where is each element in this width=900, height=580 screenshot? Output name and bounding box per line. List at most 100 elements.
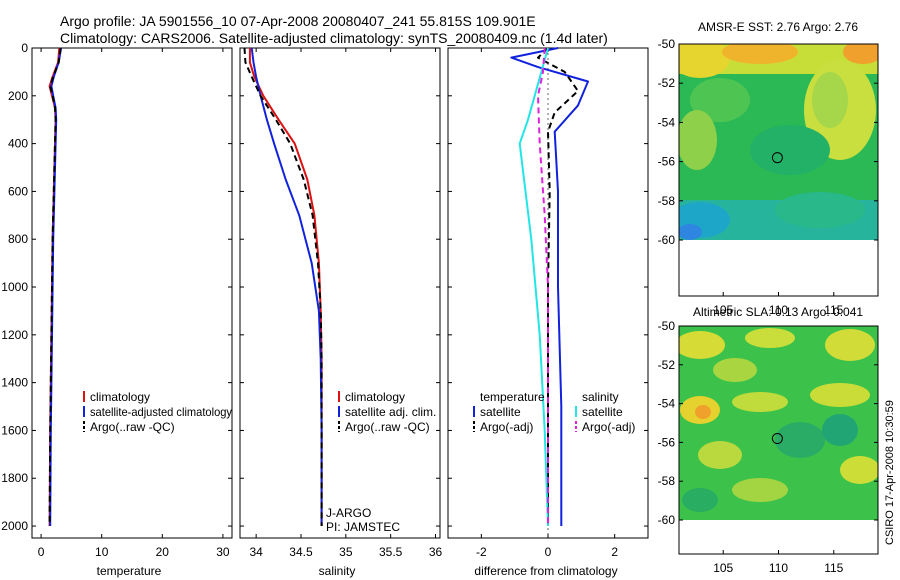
x-tick-label: 0 [545, 545, 552, 559]
sst-cold-patch [679, 224, 702, 240]
sst-map-field [679, 44, 878, 240]
map-y-tick-label: -50 [658, 37, 676, 51]
depth-tick-label: 800 [8, 232, 28, 246]
map-x-tick-label: 110 [769, 303, 788, 317]
annotation-pi-jamstec: PI: JAMSTEC [326, 520, 400, 534]
legend-label-sal-satellite: satellite [582, 405, 623, 419]
annotation-j-argo: J-ARGO [326, 506, 371, 520]
depth-tick-label: 2000 [1, 519, 28, 533]
timestamp-stamp: CSIRO 17-Apr-2008 10:30:59 [884, 400, 896, 545]
x-tick-label: -2 [476, 545, 487, 559]
legend-label-argo: Argo(..raw -QC) [90, 420, 175, 434]
x-tick-label: 2 [611, 545, 618, 559]
sla-positive-patch [745, 328, 795, 348]
legend-label-climatology: climatology [345, 390, 405, 404]
map-x-tick-label: 105 [713, 561, 733, 575]
sla-map-field [679, 326, 878, 520]
legend-label-argo: Argo(..raw -QC) [345, 420, 430, 434]
sst-warm-patch [679, 44, 730, 78]
salinity-x-label: salinity [319, 564, 356, 578]
x-tick-label: 34.5 [289, 545, 313, 559]
map-y-tick-label: -56 [658, 435, 676, 449]
salinity-panel-frame [239, 47, 441, 539]
depth-tick-label: 600 [8, 184, 28, 198]
legend-label-temp-satellite: satellite [480, 405, 521, 419]
map-x-tick-label: 115 [824, 561, 843, 575]
sla-map-axes: -50 -52 -54 -56 -58 -60 105 110 115 [658, 319, 878, 575]
map-y-tick-label: -54 [658, 397, 676, 411]
depth-tick-label: 0 [21, 41, 28, 55]
sla-negative-patch [682, 488, 718, 512]
map-y-tick-label: -52 [658, 76, 676, 90]
series-line-salinity-satellite [518, 47, 549, 527]
map-y-tick-label: -60 [658, 233, 676, 247]
salinity-legend: climatology satellite adj. clim. Argo(..… [326, 390, 436, 534]
difference-plot: -2 0 2 [448, 47, 648, 559]
temperature-panel-frame [31, 47, 233, 539]
sst-map-axes: -50 -52 -54 -56 -58 -60 105 110 115 [658, 37, 878, 317]
x-tick-label: 0 [38, 545, 45, 559]
difference-x-label: difference from climatology [474, 564, 617, 578]
map-y-tick-label: -50 [658, 319, 676, 333]
depth-tick-label: 1400 [1, 376, 28, 390]
legend-heading-salinity: salinity [582, 390, 619, 404]
sla-positive-patch [810, 383, 870, 407]
sla-negative-patch [822, 414, 858, 446]
series-line-argo-raw-qc- [48, 47, 62, 527]
figure-title-line-1: Argo profile: JA 5901556_10 07-Apr-2008 … [60, 13, 536, 29]
sla-positive-patch [732, 392, 788, 412]
sla-high-patch [695, 405, 711, 419]
map-x-tick-label: 105 [713, 303, 733, 317]
argo-float-marker [771, 433, 783, 445]
sla-positive-patch [679, 331, 725, 359]
legend-label-temp-argo: Argo(-adj) [480, 420, 533, 434]
sla-map-title: Altimetric SLA: 0.13 Argo: 0.041 [693, 305, 863, 319]
salinity-plot: 34 34.5 35 35.5 36 [240, 47, 443, 559]
map-x-tick-label: 110 [769, 561, 788, 575]
sst-warm-patch [843, 44, 878, 64]
depth-tick-label: 1800 [1, 471, 28, 485]
series-line-salinity-argo-adj- [537, 47, 549, 526]
x-tick-label: 35.5 [379, 545, 403, 559]
temperature-legend: climatology satellite-adjusted climatolo… [83, 390, 232, 434]
depth-tick-label: 1600 [1, 423, 28, 437]
legend-label-climatology: climatology [90, 390, 150, 404]
sst-warm-patch [812, 72, 848, 128]
sla-positive-patch [825, 329, 875, 361]
temperature-plot: 0 10 20 30 [32, 47, 232, 559]
legend-label-satellite: satellite adj. clim. [345, 405, 436, 419]
sla-positive-patch [840, 456, 878, 484]
map-y-tick-label: -54 [658, 115, 676, 129]
map-y-tick-label: -56 [658, 155, 676, 169]
sst-mid-patch [690, 78, 750, 122]
sst-cool-patch [775, 192, 865, 228]
sla-negative-patch [775, 422, 825, 458]
legend-label-satellite: satellite-adjusted climatology [90, 405, 232, 419]
argo-float-marker [771, 152, 783, 164]
map-y-tick-label: -52 [658, 358, 676, 372]
sst-mid-patch [679, 110, 717, 170]
depth-tick-label: 1200 [1, 328, 28, 342]
sst-cool-patch [750, 125, 830, 175]
sst-warm-patch [722, 44, 798, 64]
sla-positive-patch [713, 358, 757, 382]
figure-title-line-2: Climatology: CARS2006. Satellite-adjuste… [60, 30, 608, 46]
x-tick-label: 10 [95, 545, 109, 559]
x-tick-label: 35 [339, 545, 353, 559]
difference-legend: temperature satellite Argo(-adj) salinit… [473, 390, 635, 434]
sst-map-title: AMSR-E SST: 2.76 Argo: 2.76 [698, 20, 858, 34]
legend-label-sal-argo: Argo(-adj) [582, 420, 635, 434]
map-y-tick-label: -60 [658, 513, 676, 527]
x-tick-label: 20 [156, 545, 170, 559]
map-x-tick-label: 115 [824, 303, 843, 317]
series-line-argo-raw-qc- [243, 47, 323, 526]
series-line-temperature-argo-adj- [537, 47, 579, 526]
x-tick-label: 34 [249, 545, 263, 559]
temperature-x-label: temperature [97, 564, 162, 578]
map-y-tick-label: -58 [658, 474, 676, 488]
legend-heading-temperature: temperature [480, 390, 545, 404]
x-tick-label: 30 [216, 545, 230, 559]
sla-positive-patch [732, 478, 788, 502]
x-tick-label: 36 [429, 545, 443, 559]
